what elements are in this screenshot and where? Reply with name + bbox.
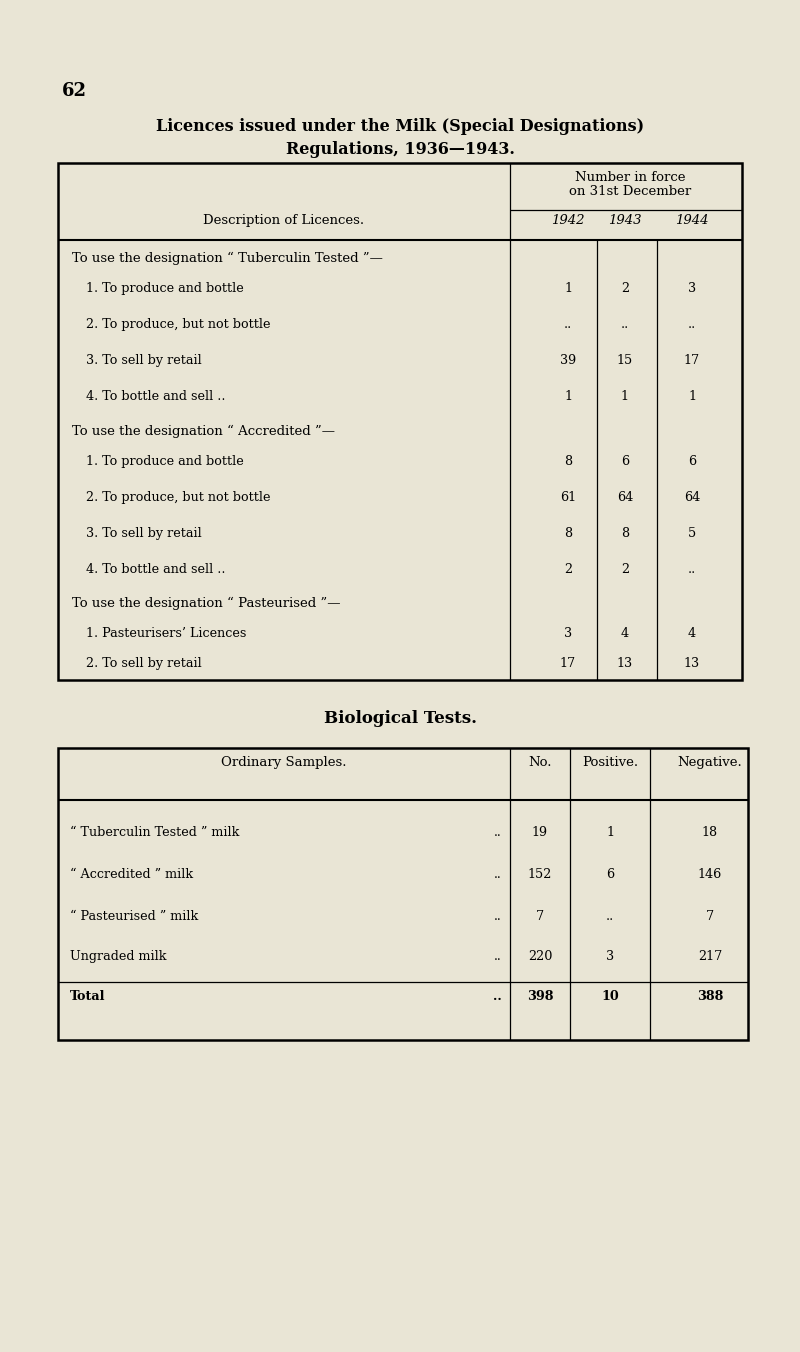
Text: 13: 13 (684, 657, 700, 671)
Text: 62: 62 (62, 82, 87, 100)
Text: 4: 4 (621, 627, 629, 639)
Text: ..: .. (494, 826, 502, 840)
Text: Number in force: Number in force (574, 170, 686, 184)
Text: No.: No. (528, 756, 552, 769)
Text: 4: 4 (688, 627, 696, 639)
Text: Total: Total (70, 990, 106, 1003)
Text: 1: 1 (564, 389, 572, 403)
Text: 4. To bottle and sell ..: 4. To bottle and sell .. (86, 562, 226, 576)
Text: 1: 1 (564, 283, 572, 295)
Text: Licences issued under the Milk (Special Designations): Licences issued under the Milk (Special … (156, 118, 644, 135)
Text: 5: 5 (688, 527, 696, 539)
Text: 18: 18 (702, 826, 718, 840)
Text: 61: 61 (560, 491, 576, 504)
Text: on 31st December: on 31st December (569, 185, 691, 197)
Text: 10: 10 (601, 990, 619, 1003)
Text: 1: 1 (688, 389, 696, 403)
Text: 152: 152 (528, 868, 552, 882)
Text: ..: .. (494, 990, 502, 1003)
Text: 398: 398 (526, 990, 554, 1003)
Text: 217: 217 (698, 950, 722, 963)
Text: Biological Tests.: Biological Tests. (323, 710, 477, 727)
Text: 15: 15 (617, 354, 633, 366)
Text: 7: 7 (706, 910, 714, 923)
Text: 6: 6 (606, 868, 614, 882)
Text: 3: 3 (564, 627, 572, 639)
Text: 3: 3 (688, 283, 696, 295)
Text: “ Accredited ” milk: “ Accredited ” milk (70, 868, 193, 882)
Text: ..: .. (494, 950, 502, 963)
Text: 1943: 1943 (608, 214, 642, 227)
Text: 8: 8 (564, 527, 572, 539)
Text: 17: 17 (684, 354, 700, 366)
Text: 2. To sell by retail: 2. To sell by retail (86, 657, 202, 671)
Bar (58, 164, 742, 680)
Text: 13: 13 (617, 657, 633, 671)
Text: ..: .. (688, 318, 696, 331)
Text: Regulations, 1936—1943.: Regulations, 1936—1943. (286, 141, 514, 158)
Bar (58, 748, 748, 1040)
Text: 146: 146 (698, 868, 722, 882)
Text: To use the designation “ Accredited ”—: To use the designation “ Accredited ”— (72, 425, 335, 438)
Text: 64: 64 (617, 491, 633, 504)
Text: “ Pasteurised ” milk: “ Pasteurised ” milk (70, 910, 198, 923)
Text: 1. Pasteurisers’ Licences: 1. Pasteurisers’ Licences (86, 627, 246, 639)
Text: 1. To produce and bottle: 1. To produce and bottle (86, 456, 244, 468)
Text: Ordinary Samples.: Ordinary Samples. (222, 756, 346, 769)
Text: ..: .. (688, 562, 696, 576)
Text: 6: 6 (621, 456, 629, 468)
Text: 19: 19 (532, 826, 548, 840)
Text: ..: .. (621, 318, 629, 331)
Text: 17: 17 (560, 657, 576, 671)
Text: 2. To produce, but not bottle: 2. To produce, but not bottle (86, 318, 270, 331)
Text: 2: 2 (621, 562, 629, 576)
Text: Positive.: Positive. (582, 756, 638, 769)
Text: 39: 39 (560, 354, 576, 366)
Text: 6: 6 (688, 456, 696, 468)
Text: 64: 64 (684, 491, 700, 504)
Text: “ Tuberculin Tested ” milk: “ Tuberculin Tested ” milk (70, 826, 239, 840)
Text: ..: .. (606, 910, 614, 923)
Text: ..: .. (494, 910, 502, 923)
Text: 388: 388 (697, 990, 723, 1003)
Text: ..: .. (564, 318, 572, 331)
Text: Ungraded milk: Ungraded milk (70, 950, 166, 963)
Text: 2: 2 (621, 283, 629, 295)
Text: 7: 7 (536, 910, 544, 923)
Text: Description of Licences.: Description of Licences. (203, 214, 365, 227)
Text: ..: .. (494, 868, 502, 882)
Text: 2. To produce, but not bottle: 2. To produce, but not bottle (86, 491, 270, 504)
Text: 1. To produce and bottle: 1. To produce and bottle (86, 283, 244, 295)
Text: To use the designation “ Pasteurised ”—: To use the designation “ Pasteurised ”— (72, 598, 341, 610)
Text: 1942: 1942 (551, 214, 585, 227)
Text: To use the designation “ Tuberculin Tested ”—: To use the designation “ Tuberculin Test… (72, 251, 383, 265)
Text: 3. To sell by retail: 3. To sell by retail (86, 354, 202, 366)
Text: 2: 2 (564, 562, 572, 576)
Text: 1944: 1944 (675, 214, 709, 227)
Text: 3. To sell by retail: 3. To sell by retail (86, 527, 202, 539)
Text: Negative.: Negative. (678, 756, 742, 769)
Text: 220: 220 (528, 950, 552, 963)
Text: 3: 3 (606, 950, 614, 963)
Text: 8: 8 (564, 456, 572, 468)
Text: 1: 1 (606, 826, 614, 840)
Text: 1: 1 (621, 389, 629, 403)
Text: 8: 8 (621, 527, 629, 539)
Text: 4. To bottle and sell ..: 4. To bottle and sell .. (86, 389, 226, 403)
